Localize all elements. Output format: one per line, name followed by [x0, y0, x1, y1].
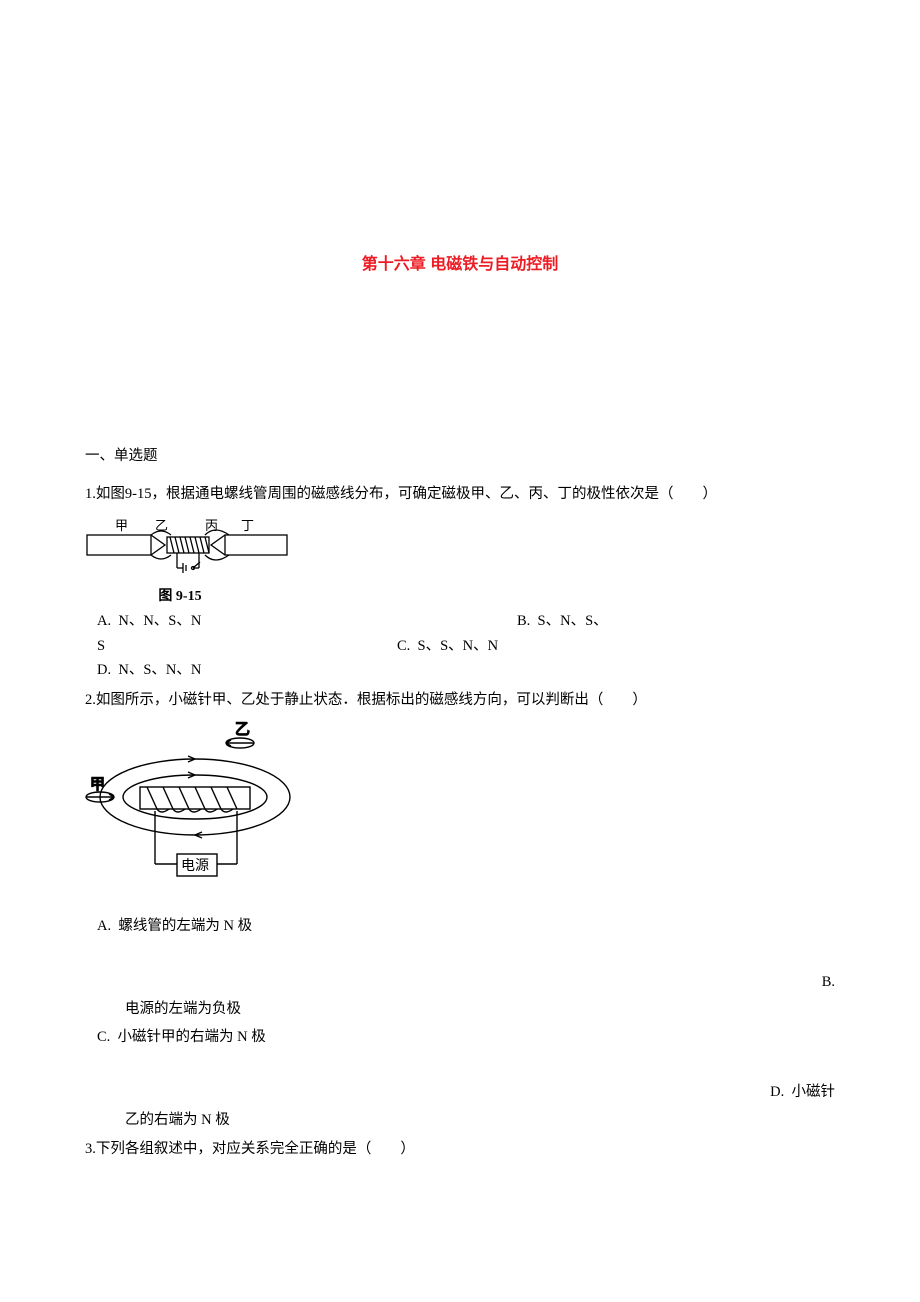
- q1-opt-a-text: N、N、S、N: [118, 613, 201, 629]
- q2-opt-b-label: B.: [822, 974, 835, 990]
- q1-opt-d-text: N、S、N、N: [118, 662, 201, 678]
- q1-figure: 甲 乙 丙 丁 图 9-15: [85, 513, 835, 605]
- q2-opt-a-label: A.: [97, 918, 111, 934]
- q1-opt-b-text2: S: [97, 638, 105, 654]
- q1-opt-d-label: D.: [97, 662, 111, 678]
- q1-opt-c-label: C.: [397, 638, 410, 654]
- q2-opt-d-text-part2: 乙的右端为 N 极: [125, 1112, 230, 1128]
- q1-stem: 1.如图9-15，根据通电螺线管周围的磁感线分布，可确定磁极甲、乙、丙、丁的极性…: [85, 481, 835, 507]
- q1-opt-a-label: A.: [97, 613, 111, 629]
- q2-opt-b-text: 电源的左端为负极: [125, 1001, 241, 1017]
- q1-opt-b-text: S、N、S、: [538, 613, 608, 629]
- q1-label-jia: 甲: [115, 518, 128, 533]
- q2-opt-d-label: D.: [770, 1084, 784, 1100]
- q2-opt-a-text: 螺线管的左端为 N 极: [118, 918, 252, 934]
- chapter-title: 第十六章 电磁铁与自动控制: [85, 250, 835, 274]
- q1-label-ding: 丁: [241, 518, 254, 533]
- q2-opt-c-text: 小磁针甲的右端为 N 极: [118, 1029, 266, 1045]
- q1-opt-c-text: S、S、N、N: [418, 638, 499, 654]
- section-heading: 一、单选题: [85, 444, 835, 465]
- q2-label-jia: 甲: [90, 777, 105, 793]
- q1-opt-b-label: B.: [517, 613, 530, 629]
- q3-stem: 3.下列各组叙述中，对应关系完全正确的是（ ）: [85, 1136, 835, 1162]
- q2-opt-c-label: C.: [97, 1029, 110, 1045]
- solenoid-diagram-icon: 甲 乙 丙 丁: [85, 513, 290, 578]
- q2-opt-d-text-part1: 小磁针: [792, 1084, 836, 1100]
- q1-label-yi: 乙: [155, 518, 168, 533]
- q2-figure: 乙 甲: [85, 719, 835, 909]
- q1-label-bing: 丙: [205, 518, 218, 533]
- q1-options: A. N、N、S、N B. S、N、S、 S C. S、S、N、N D. N、S…: [85, 609, 835, 683]
- solenoid-compass-diagram-icon: 乙 甲: [85, 719, 305, 904]
- q2-stem: 2.如图所示，小磁针甲、乙处于静止状态．根据标出的磁感线方向，可以判断出（ ）: [85, 687, 835, 713]
- q2-label-power: 电源: [181, 858, 209, 874]
- q2-options: A. 螺线管的左端为 N 极 B. 电源的左端为负极 C. 小磁针甲的右端为 N…: [85, 913, 835, 1134]
- q2-label-yi: 乙: [235, 722, 250, 738]
- q1-figure-caption: 图 9-15: [85, 585, 275, 605]
